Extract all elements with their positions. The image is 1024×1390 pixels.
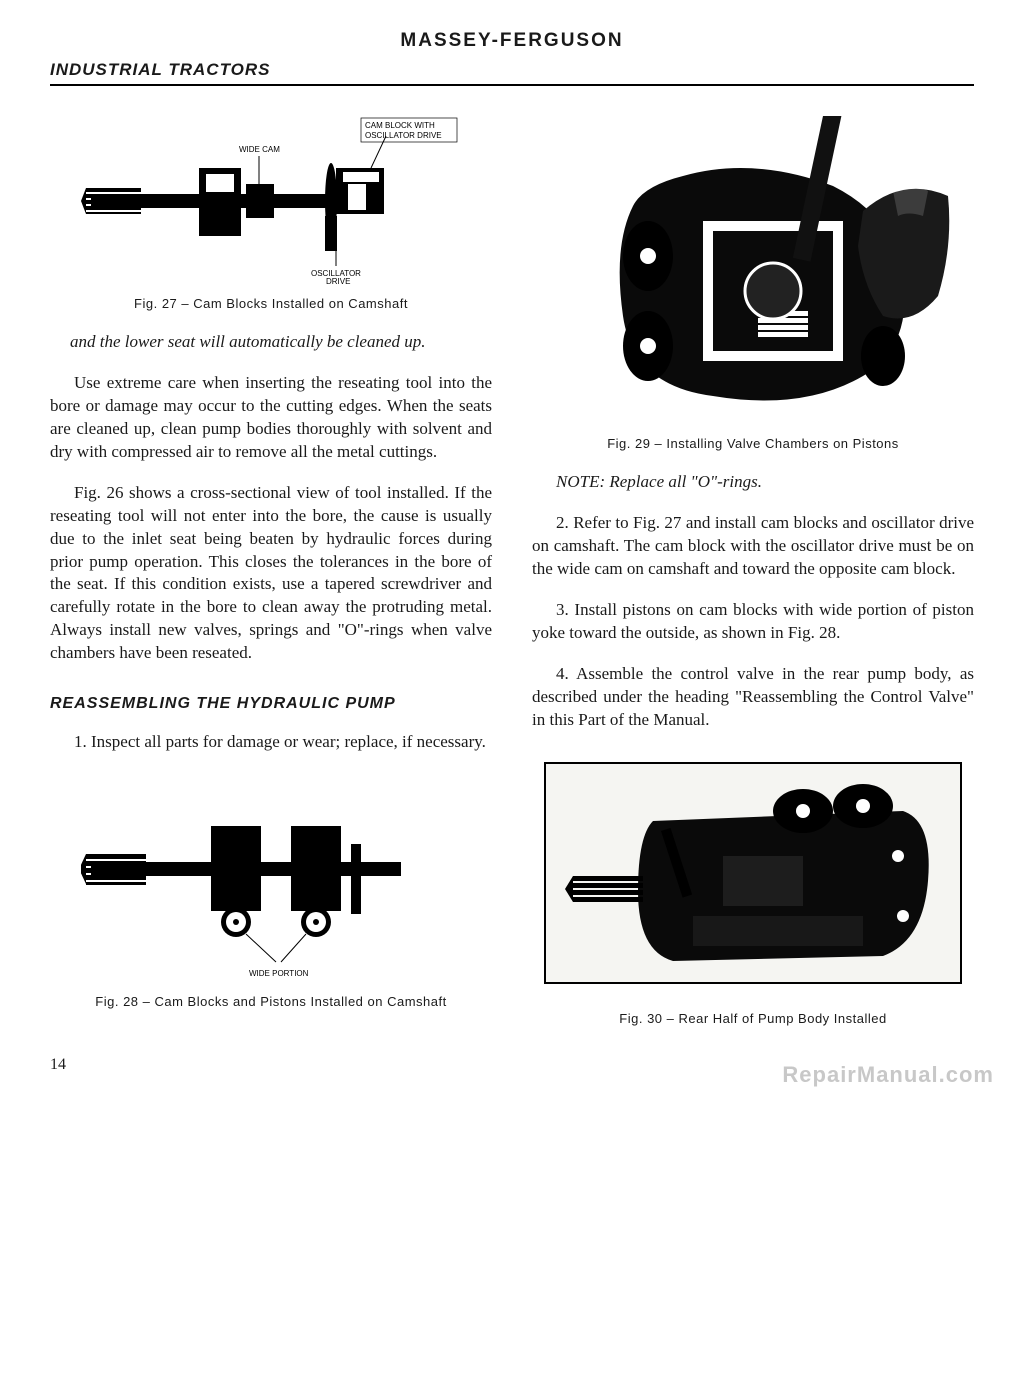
italic-lead-text: and the lower seat will automatically be…	[50, 331, 492, 354]
content-columns: WIDE CAM CAM BLOCK WITH OSCILLATOR DRIVE…	[50, 106, 974, 1046]
note-o-rings: NOTE: Replace all "O"-rings.	[532, 471, 974, 494]
svg-text:OSCILLATOR DRIVE: OSCILLATOR DRIVE	[365, 131, 442, 140]
fig30-caption: Fig. 30 – Rear Half of Pump Body Install…	[532, 1011, 974, 1026]
step-4: 4. Assemble the control valve in the rea…	[532, 663, 974, 732]
paragraph-1: Use extreme care when inserting the rese…	[50, 372, 492, 464]
right-column: Fig. 29 – Installing Valve Chambers on P…	[532, 106, 974, 1046]
paragraph-2: Fig. 26 shows a cross-sectional view of …	[50, 482, 492, 666]
document-header: MASSEY-FERGUSON	[50, 30, 974, 52]
svg-text:DRIVE: DRIVE	[326, 277, 350, 286]
step-2: 2. Refer to Fig. 27 and install cam bloc…	[532, 512, 974, 581]
fig27-caption: Fig. 27 – Cam Blocks Installed on Camsha…	[50, 296, 492, 311]
figure-28: WIDE PORTION Fig. 28 – Cam Blocks and Pi…	[50, 784, 492, 1009]
svg-text:CAM BLOCK WITH: CAM BLOCK WITH	[365, 121, 435, 130]
figure-30: Fig. 30 – Rear Half of Pump Body Install…	[532, 761, 974, 1026]
step-3: 3. Install pistons on cam blocks with wi…	[532, 599, 974, 645]
fig28-illustration: WIDE PORTION	[81, 784, 461, 984]
step-1: 1. Inspect all parts for damage or wear;…	[50, 731, 492, 754]
figure-27: WIDE CAM CAM BLOCK WITH OSCILLATOR DRIVE…	[50, 116, 492, 311]
fig28-label-wide-portion: WIDE PORTION	[249, 969, 309, 978]
figure-29: Fig. 29 – Installing Valve Chambers on P…	[532, 116, 974, 451]
subheading-reassembling: REASSEMBLING THE HYDRAULIC PUMP	[50, 695, 492, 713]
fig29-illustration	[553, 116, 953, 426]
fig27-illustration: WIDE CAM CAM BLOCK WITH OSCILLATOR DRIVE…	[81, 116, 461, 286]
fig29-caption: Fig. 29 – Installing Valve Chambers on P…	[532, 436, 974, 451]
fig28-caption: Fig. 28 – Cam Blocks and Pistons Install…	[50, 994, 492, 1009]
horizontal-rule	[50, 84, 974, 86]
watermark: RepairManual.com	[782, 1062, 994, 1088]
section-label: INDUSTRIAL TRACTORS	[50, 60, 974, 80]
fig30-illustration	[543, 761, 963, 1001]
left-column: WIDE CAM CAM BLOCK WITH OSCILLATOR DRIVE…	[50, 106, 492, 1046]
fig27-label-wide-cam: WIDE CAM	[239, 145, 280, 154]
